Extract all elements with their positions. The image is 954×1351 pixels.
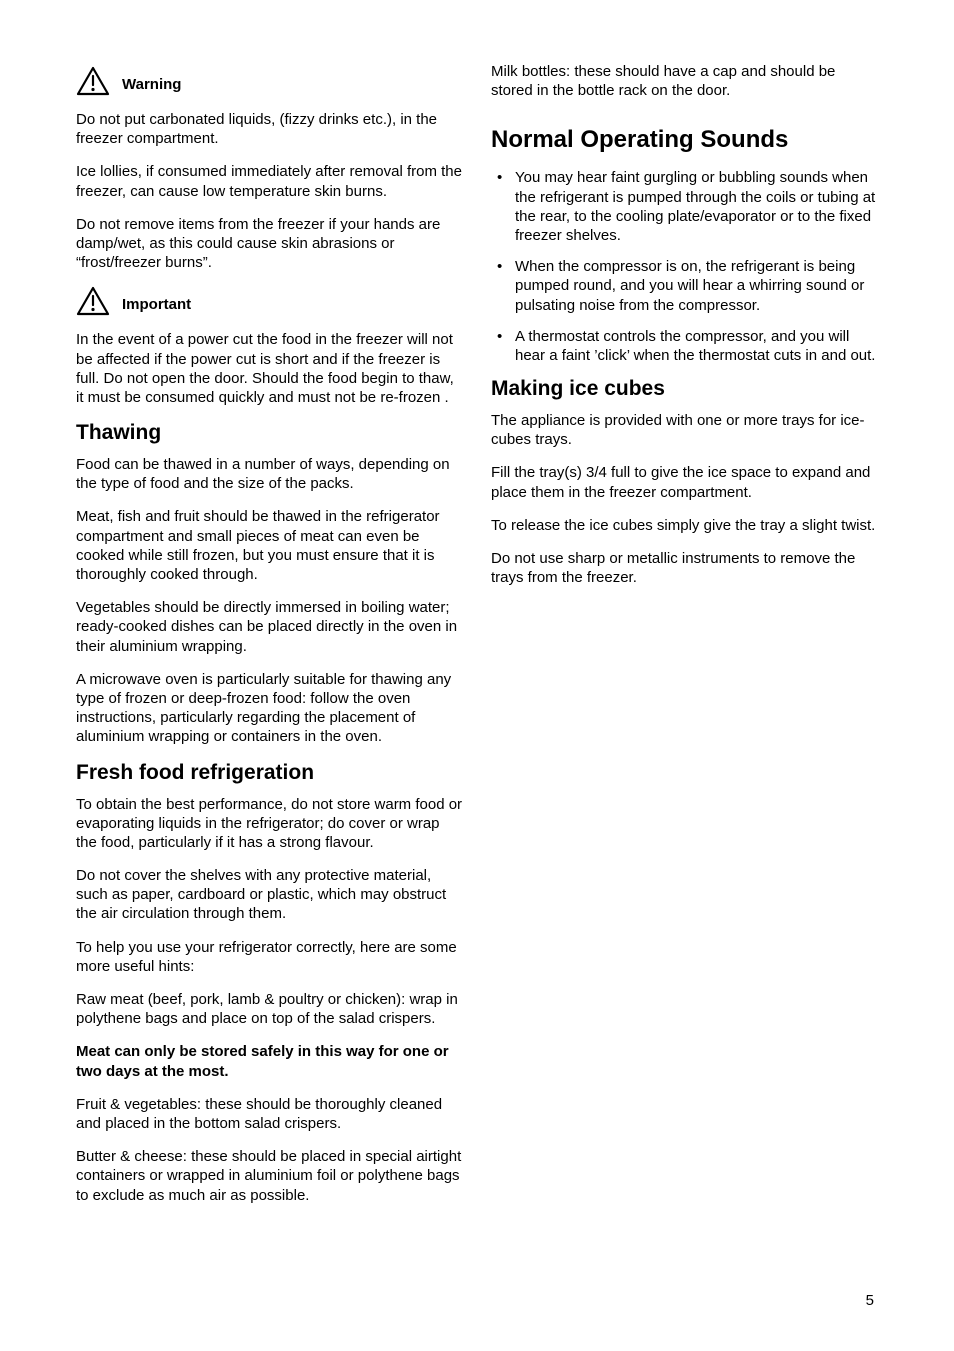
ice-text-1: The appliance is provided with one or mo… xyxy=(491,411,878,449)
warning-text-1: Do not put carbonated liquids, (fizzy dr… xyxy=(76,110,463,148)
fresh-text-3: To help you use your refrigerator correc… xyxy=(76,938,463,976)
ice-text-3: To release the ice cubes simply give the… xyxy=(491,516,878,535)
fresh-text-5-bold: Meat can only be stored safely in this w… xyxy=(76,1042,463,1080)
warning-text-2: Ice lollies, if consumed immediately aft… xyxy=(76,162,463,200)
list-item: When the compressor is on, the refrigera… xyxy=(491,257,878,315)
right-column: Milk bottles: these should have a cap an… xyxy=(491,62,878,1219)
sounds-list: You may hear faint gurgling or bubbling … xyxy=(491,168,878,365)
thawing-text-3: Vegetables should be directly immersed i… xyxy=(76,598,463,656)
fresh-text-2: Do not cover the shelves with any protec… xyxy=(76,866,463,924)
fresh-text-7: Butter & cheese: these should be placed … xyxy=(76,1147,463,1205)
warning-label: Warning xyxy=(122,76,181,96)
important-text: In the event of a power cut the food in … xyxy=(76,330,463,407)
thawing-heading: Thawing xyxy=(76,421,463,445)
warning-icon xyxy=(76,66,110,96)
page-number: 5 xyxy=(866,1292,874,1309)
milk-text: Milk bottles: these should have a cap an… xyxy=(491,62,878,100)
fresh-text-4: Raw meat (beef, pork, lamb & poultry or … xyxy=(76,990,463,1028)
fresh-text-6: Fruit & vegetables: these should be thor… xyxy=(76,1095,463,1133)
sounds-heading: Normal Operating Sounds xyxy=(491,126,878,154)
warning-icon xyxy=(76,286,110,316)
thawing-text-4: A microwave oven is particularly suitabl… xyxy=(76,670,463,747)
ice-heading: Making ice cubes xyxy=(491,377,878,401)
fresh-text-1: To obtain the best performance, do not s… xyxy=(76,795,463,853)
important-label: Important xyxy=(122,296,191,316)
list-item: You may hear faint gurgling or bubbling … xyxy=(491,168,878,245)
left-column: Warning Do not put carbonated liquids, (… xyxy=(76,62,463,1219)
ice-text-2: Fill the tray(s) 3/4 full to give the ic… xyxy=(491,463,878,501)
thawing-text-2: Meat, fish and fruit should be thawed in… xyxy=(76,507,463,584)
ice-text-4: Do not use sharp or metallic instruments… xyxy=(491,549,878,587)
warning-text-3: Do not remove items from the freezer if … xyxy=(76,215,463,273)
warning-header: Warning xyxy=(76,66,463,96)
list-item: A thermostat controls the compressor, an… xyxy=(491,327,878,365)
thawing-text-1: Food can be thawed in a number of ways, … xyxy=(76,455,463,493)
page-content: Warning Do not put carbonated liquids, (… xyxy=(0,0,954,1259)
fresh-heading: Fresh food refrigeration xyxy=(76,761,463,785)
important-header: Important xyxy=(76,286,463,316)
